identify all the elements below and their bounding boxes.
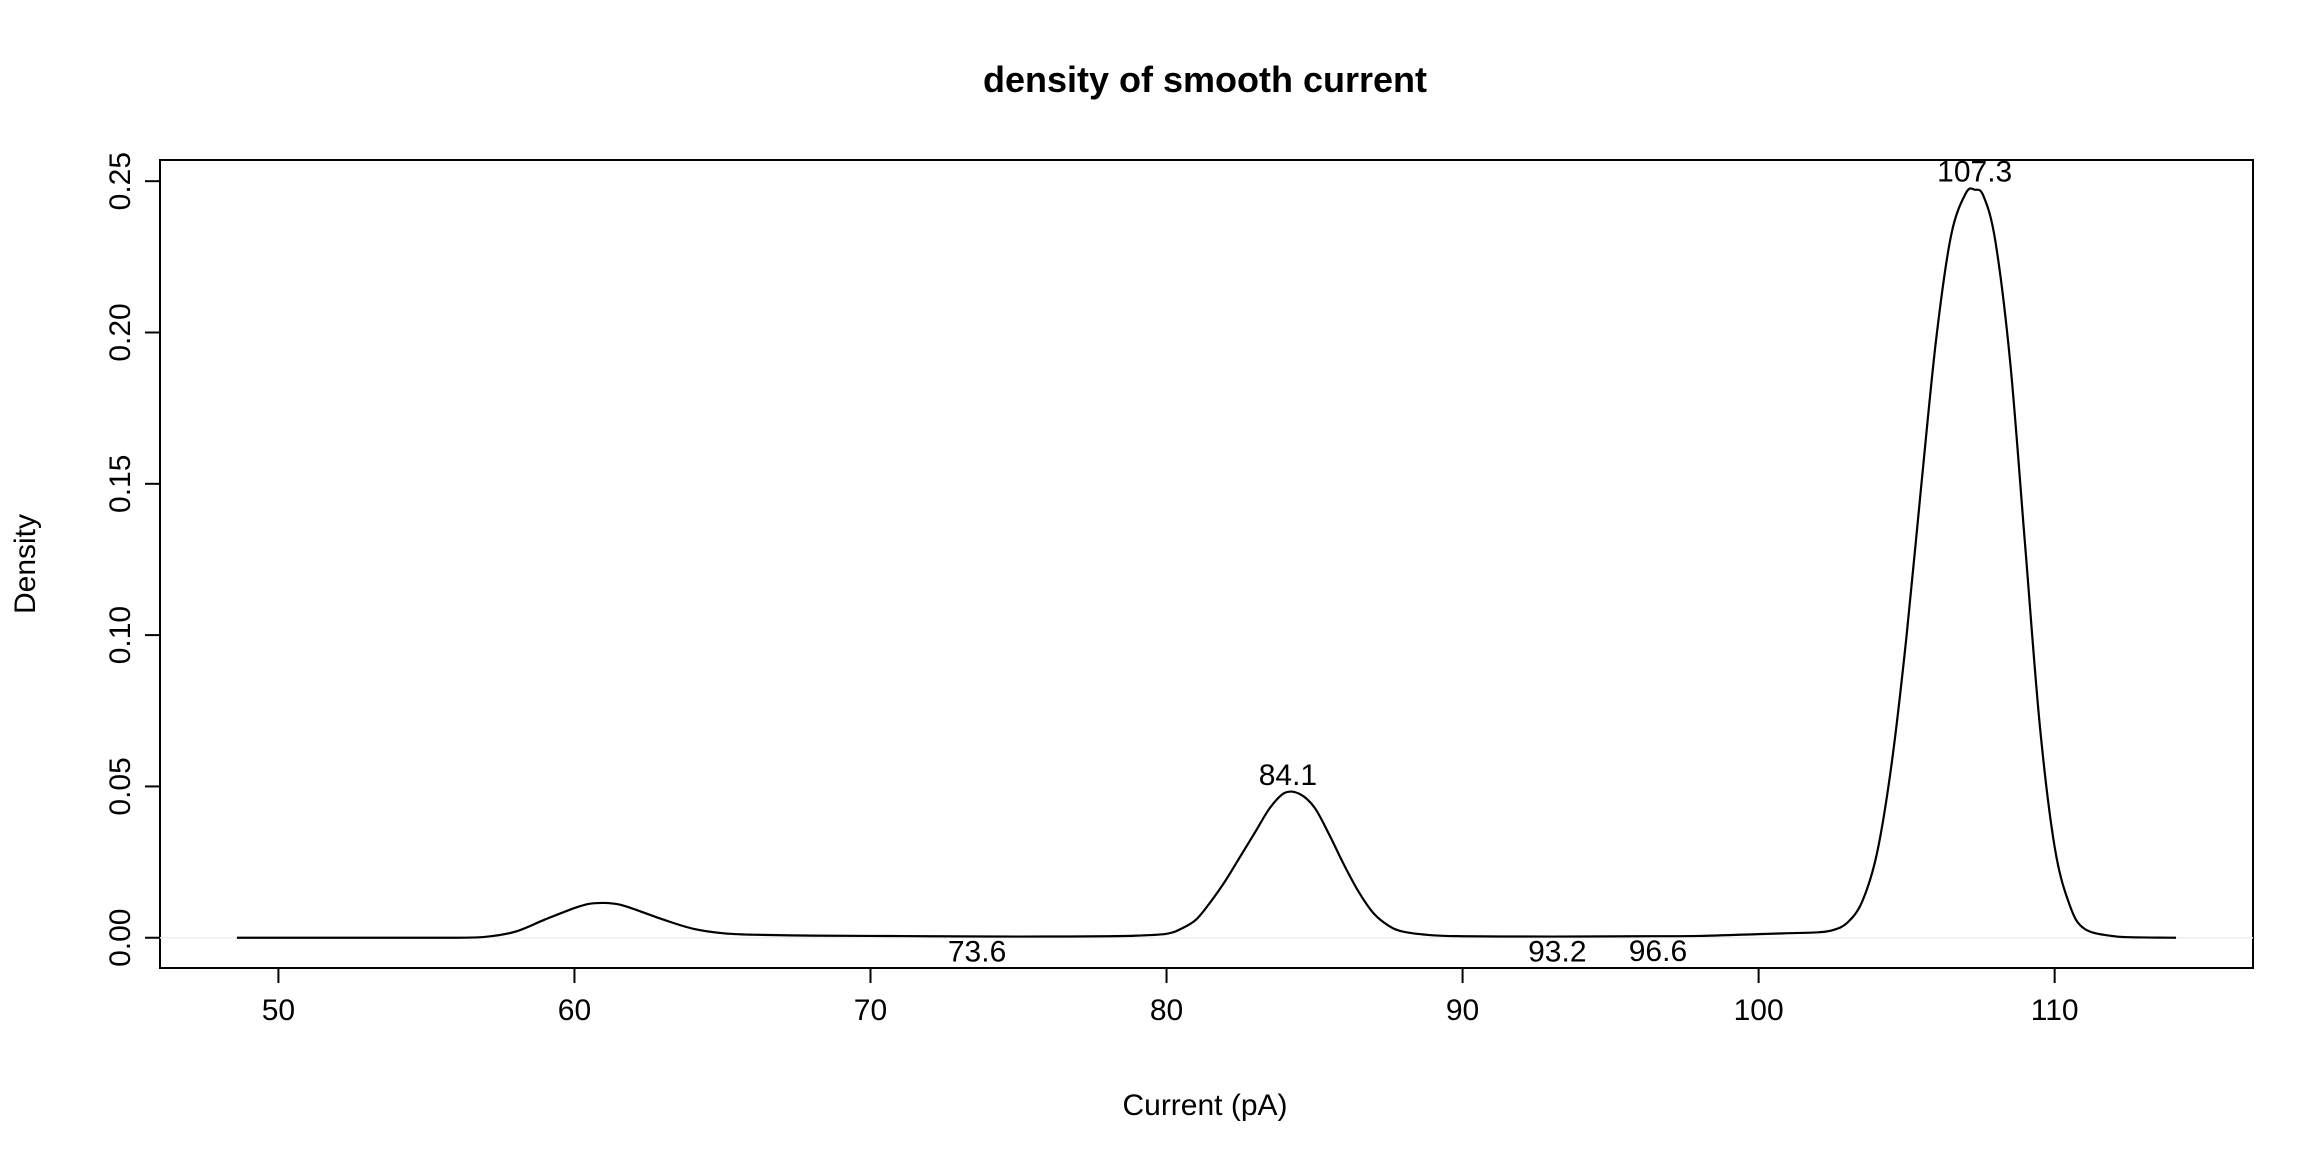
valley-label: 93.2	[1528, 936, 1586, 969]
valley-label: 73.6	[948, 936, 1006, 969]
x-tick-label: 80	[1150, 994, 1183, 1027]
x-tick-label: 100	[1734, 994, 1784, 1027]
y-tick-label: 0.25	[104, 152, 137, 210]
peak-label: 107.3	[1937, 156, 2012, 189]
x-axis: 50 60 70 80 90 100 110	[262, 968, 2079, 1027]
y-tick-label: 0.20	[104, 303, 137, 361]
y-tick-label: 0.00	[104, 909, 137, 967]
x-tick-label: 50	[262, 994, 295, 1027]
plot-frame	[159, 159, 2254, 969]
y-axis-label: Density	[9, 514, 42, 614]
x-tick-label: 90	[1446, 994, 1479, 1027]
valley-label: 96.6	[1629, 935, 1687, 968]
y-axis: 0.00 0.05 0.10 0.15 0.20 0.25	[104, 152, 160, 967]
y-tick-label: 0.10	[104, 606, 137, 664]
peak-annotations: 107.3 84.1 73.6 93.2 96.6	[948, 156, 2012, 969]
series-layer	[160, 187, 2253, 939]
x-tick-label: 60	[558, 994, 591, 1027]
y-tick-label: 0.05	[104, 757, 137, 815]
chart-title: density of smooth current	[983, 59, 1427, 100]
x-tick-label: 70	[854, 994, 887, 1027]
peak-label: 84.1	[1259, 759, 1317, 792]
x-tick-label: 110	[2031, 994, 2079, 1027]
x-axis-label: Current (pA)	[1122, 1089, 1287, 1122]
density-curve	[236, 187, 2177, 939]
y-tick-label: 0.15	[104, 455, 137, 513]
